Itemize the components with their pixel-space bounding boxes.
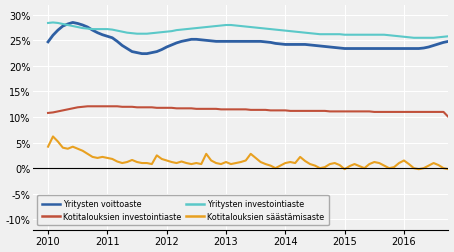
Legend: Yritysten voittoaste, Kotitalouksien investointiaste, Yritysten investointiaste,: Yritysten voittoaste, Kotitalouksien inv… bbox=[37, 195, 329, 226]
